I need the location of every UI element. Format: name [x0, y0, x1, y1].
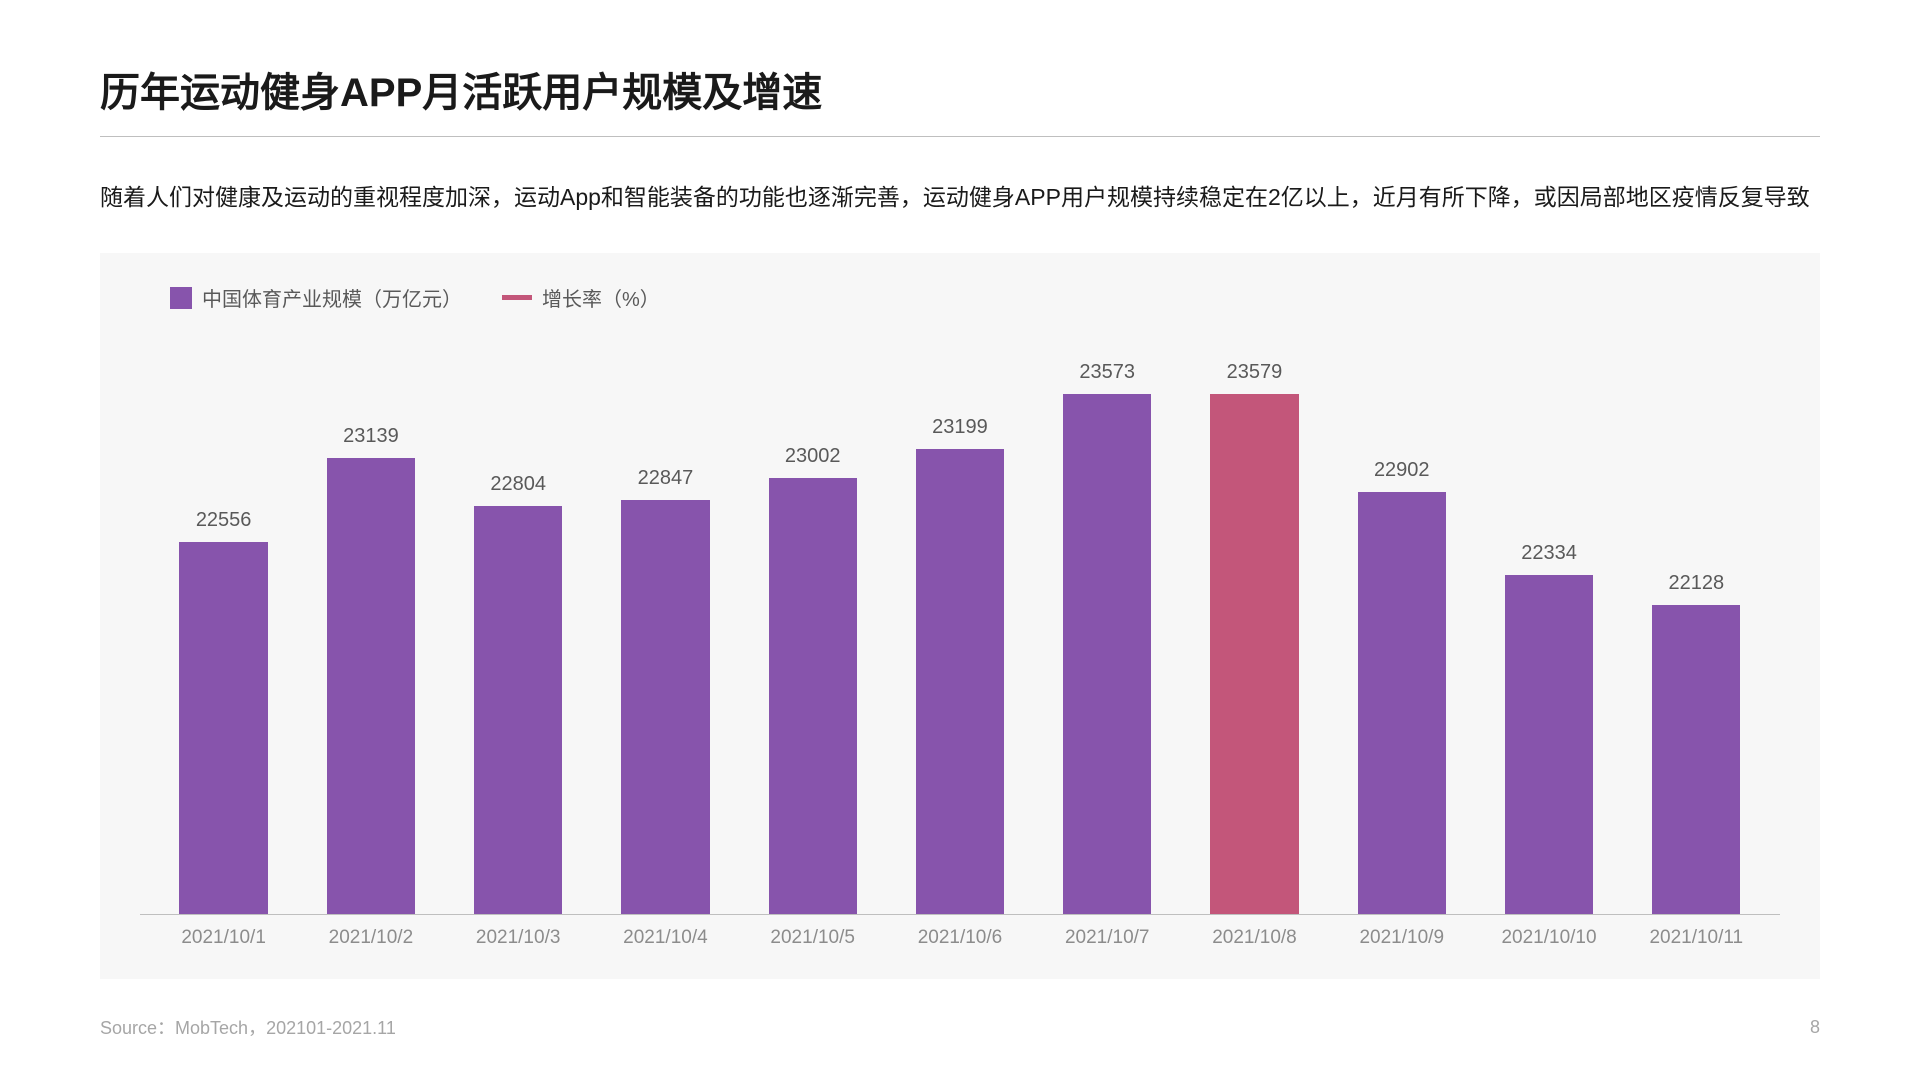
xaxis-label: 2021/10/7	[1034, 927, 1181, 949]
xaxis-label: 2021/10/8	[1181, 927, 1328, 949]
bar-value-label: 22902	[1374, 459, 1430, 482]
source-text: Source：MobTech，202101-2021.11	[100, 1014, 396, 1040]
bar	[1063, 394, 1151, 914]
bar-col: 23139	[297, 332, 444, 914]
xaxis-label: 2021/10/10	[1475, 927, 1622, 949]
xaxis-row: 2021/10/12021/10/22021/10/32021/10/42021…	[140, 915, 1780, 949]
bar	[179, 542, 267, 914]
description-text: 随着人们对健康及运动的重视程度加深，运动App和智能装备的功能也逐渐完善，运动健…	[100, 177, 1820, 218]
bar-col: 23573	[1034, 332, 1181, 914]
bar-value-label: 23002	[785, 445, 841, 468]
bar-value-label: 22334	[1521, 542, 1577, 565]
bar	[474, 506, 562, 914]
legend-swatch-line	[502, 295, 532, 300]
bar	[769, 478, 857, 914]
bar-value-label: 22556	[196, 509, 252, 532]
bar	[916, 449, 1004, 914]
xaxis-label: 2021/10/2	[297, 927, 444, 949]
bar	[1358, 492, 1446, 914]
bar-value-label: 22847	[638, 467, 694, 490]
legend-swatch-bar	[170, 287, 192, 309]
legend-label: 增长率（%）	[542, 283, 660, 312]
bar-value-label: 22804	[490, 473, 546, 496]
bar-col: 23579	[1181, 332, 1328, 914]
bar-col: 22804	[445, 332, 592, 914]
xaxis-label: 2021/10/11	[1623, 927, 1770, 949]
footer: Source：MobTech，202101-2021.11 8	[100, 1014, 1820, 1040]
bar	[1210, 394, 1298, 914]
bar-col: 22556	[150, 332, 297, 914]
bar-col: 23002	[739, 332, 886, 914]
bar	[1652, 605, 1740, 914]
bar-value-label: 22128	[1668, 572, 1724, 595]
chart-legend: 中国体育产业规模（万亿元） 增长率（%）	[170, 283, 1780, 312]
legend-item-series1: 中国体育产业规模（万亿元）	[170, 283, 462, 312]
bar-value-label: 23579	[1227, 361, 1283, 384]
chart-plot: 22556 23139 22804 22847 23002 23199 23573 23579…	[140, 332, 1780, 949]
page-number: 8	[1810, 1017, 1820, 1038]
bar-col: 23199	[886, 332, 1033, 914]
xaxis-label: 2021/10/6	[886, 927, 1033, 949]
bar-col: 22847	[592, 332, 739, 914]
bar-col: 22128	[1623, 332, 1770, 914]
xaxis-label: 2021/10/9	[1328, 927, 1475, 949]
legend-item-series2: 增长率（%）	[502, 283, 660, 312]
bars-row: 22556 23139 22804 22847 23002 23199 23573 23579…	[140, 332, 1780, 915]
chart-area: 中国体育产业规模（万亿元） 增长率（%） 22556 23139 22804 2284…	[100, 253, 1820, 979]
bar-col: 22334	[1475, 332, 1622, 914]
page-title: 历年运动健身APP月活跃用户规模及增速	[100, 60, 1820, 137]
bar	[621, 500, 709, 914]
bar-value-label: 23199	[932, 416, 988, 439]
xaxis-label: 2021/10/4	[592, 927, 739, 949]
legend-label: 中国体育产业规模（万亿元）	[202, 283, 462, 312]
bar	[1505, 575, 1593, 914]
xaxis-label: 2021/10/3	[445, 927, 592, 949]
bar	[327, 458, 415, 914]
bar-col: 22902	[1328, 332, 1475, 914]
bar-value-label: 23139	[343, 425, 399, 448]
bar-value-label: 23573	[1079, 361, 1135, 384]
xaxis-label: 2021/10/5	[739, 927, 886, 949]
xaxis-label: 2021/10/1	[150, 927, 297, 949]
